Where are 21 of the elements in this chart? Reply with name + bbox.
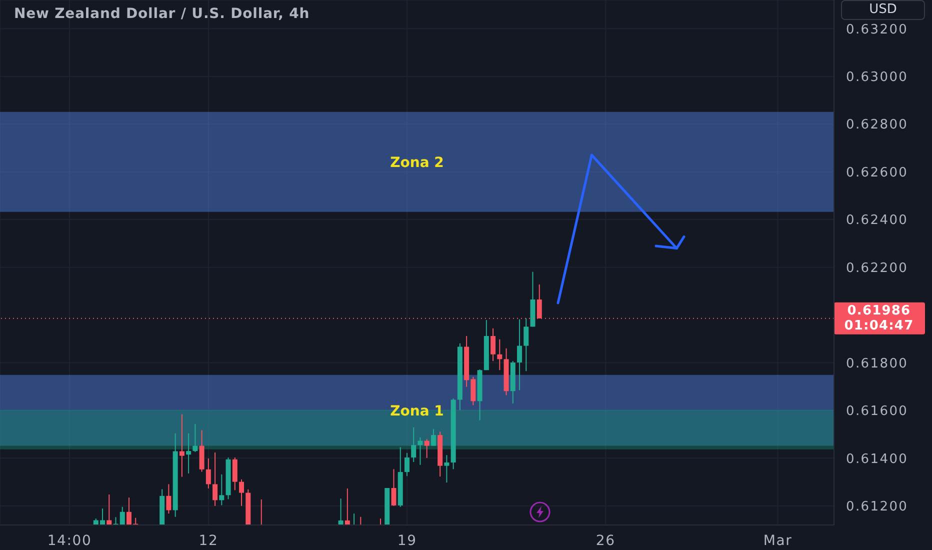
- x-tick-label: 19: [397, 532, 417, 549]
- y-axis-title: USD: [841, 0, 925, 20]
- x-tick-label: 12: [198, 532, 218, 549]
- y-tick-label: 0.61800: [846, 356, 908, 372]
- x-tick-label: 14:00: [47, 532, 92, 549]
- ref-line-label: 0.61986 01:04:47: [844, 303, 914, 334]
- y-tick-label: 0.63000: [846, 70, 908, 85]
- y-tick-label: 0.62400: [846, 213, 908, 228]
- y-tick-label: 0.63200: [846, 22, 908, 38]
- band-label: Zona 1: [390, 403, 444, 420]
- y-tick-label: 0.62200: [846, 260, 908, 276]
- x-tick-label: 26: [596, 532, 616, 549]
- y-tick-label: 0.62800: [846, 118, 908, 133]
- y-tick-label: 0.62600: [846, 165, 908, 180]
- chart-title: New Zealand Dollar / U.S. Dollar, 4h: [14, 6, 310, 22]
- x-tick-label: Mar: [763, 532, 792, 549]
- y-tick-label: 0.61600: [846, 404, 908, 420]
- band-label: Zona 2: [390, 154, 444, 171]
- candlestick: [179, 414, 184, 477]
- y-tick-label: 0.61400: [846, 452, 908, 467]
- y-tick-label: 0.61200: [846, 500, 908, 515]
